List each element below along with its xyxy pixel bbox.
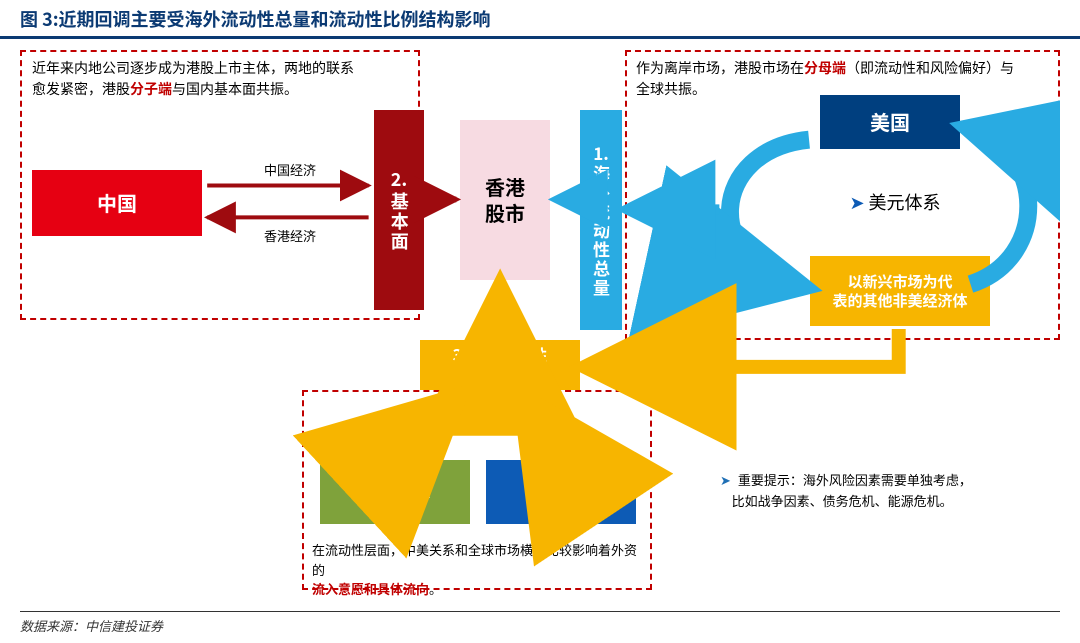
node-cn-us: 中美关系 bbox=[320, 460, 470, 524]
caption-right: 作为离岸市场，港股市场在分母端（即流动性和风险偏好）与 全球共振。 bbox=[636, 58, 1048, 100]
node-hk: 香港 股市 bbox=[460, 120, 550, 280]
bullet-icon: ➤ bbox=[849, 191, 864, 214]
data-source-footer: 数据来源：中信建投证券 bbox=[20, 611, 1060, 635]
bullet-icon: ➤ bbox=[720, 470, 731, 489]
note-risk: ➤ 重要提示：海外风险因素需要单独考虑， 比如战争因素、债务危机、能源危机。 bbox=[720, 470, 1050, 512]
node-global-compare: 全球市场 横向对比 bbox=[486, 460, 636, 524]
caption-bottom: 在流动性层面，中美关系和全球市场横向比较影响着外资的 流入意愿和具体流向。 bbox=[312, 540, 642, 599]
figure-title: 图 3:近期回调主要受海外流动性总量和流动性比例结构影响 bbox=[0, 0, 1080, 39]
label-hk-econ: 香港经济 bbox=[230, 226, 350, 245]
node-liquidity: 1. 海外流动性总量 bbox=[580, 110, 622, 330]
node-china: 中国 bbox=[32, 170, 202, 236]
node-usa: 美国 bbox=[820, 95, 960, 149]
caption-left: 近年来内地公司逐步成为港股上市主体，两地的联系 愈发紧密，港股分子端与国内基本面… bbox=[32, 58, 408, 100]
node-fundamentals: 2. 基本面 bbox=[374, 110, 424, 310]
label-cn-econ: 中国经济 bbox=[230, 160, 350, 179]
node-ratio: 3.海外流动性 比例 bbox=[420, 340, 580, 390]
diagram-stage: 近年来内地公司逐步成为港股上市主体，两地的联系 愈发紧密，港股分子端与国内基本面… bbox=[20, 40, 1060, 603]
node-em: 以新兴市场为代 表的其他非美经济体 bbox=[810, 256, 990, 326]
node-usd-system: ➤ 美元体系 bbox=[795, 185, 995, 221]
